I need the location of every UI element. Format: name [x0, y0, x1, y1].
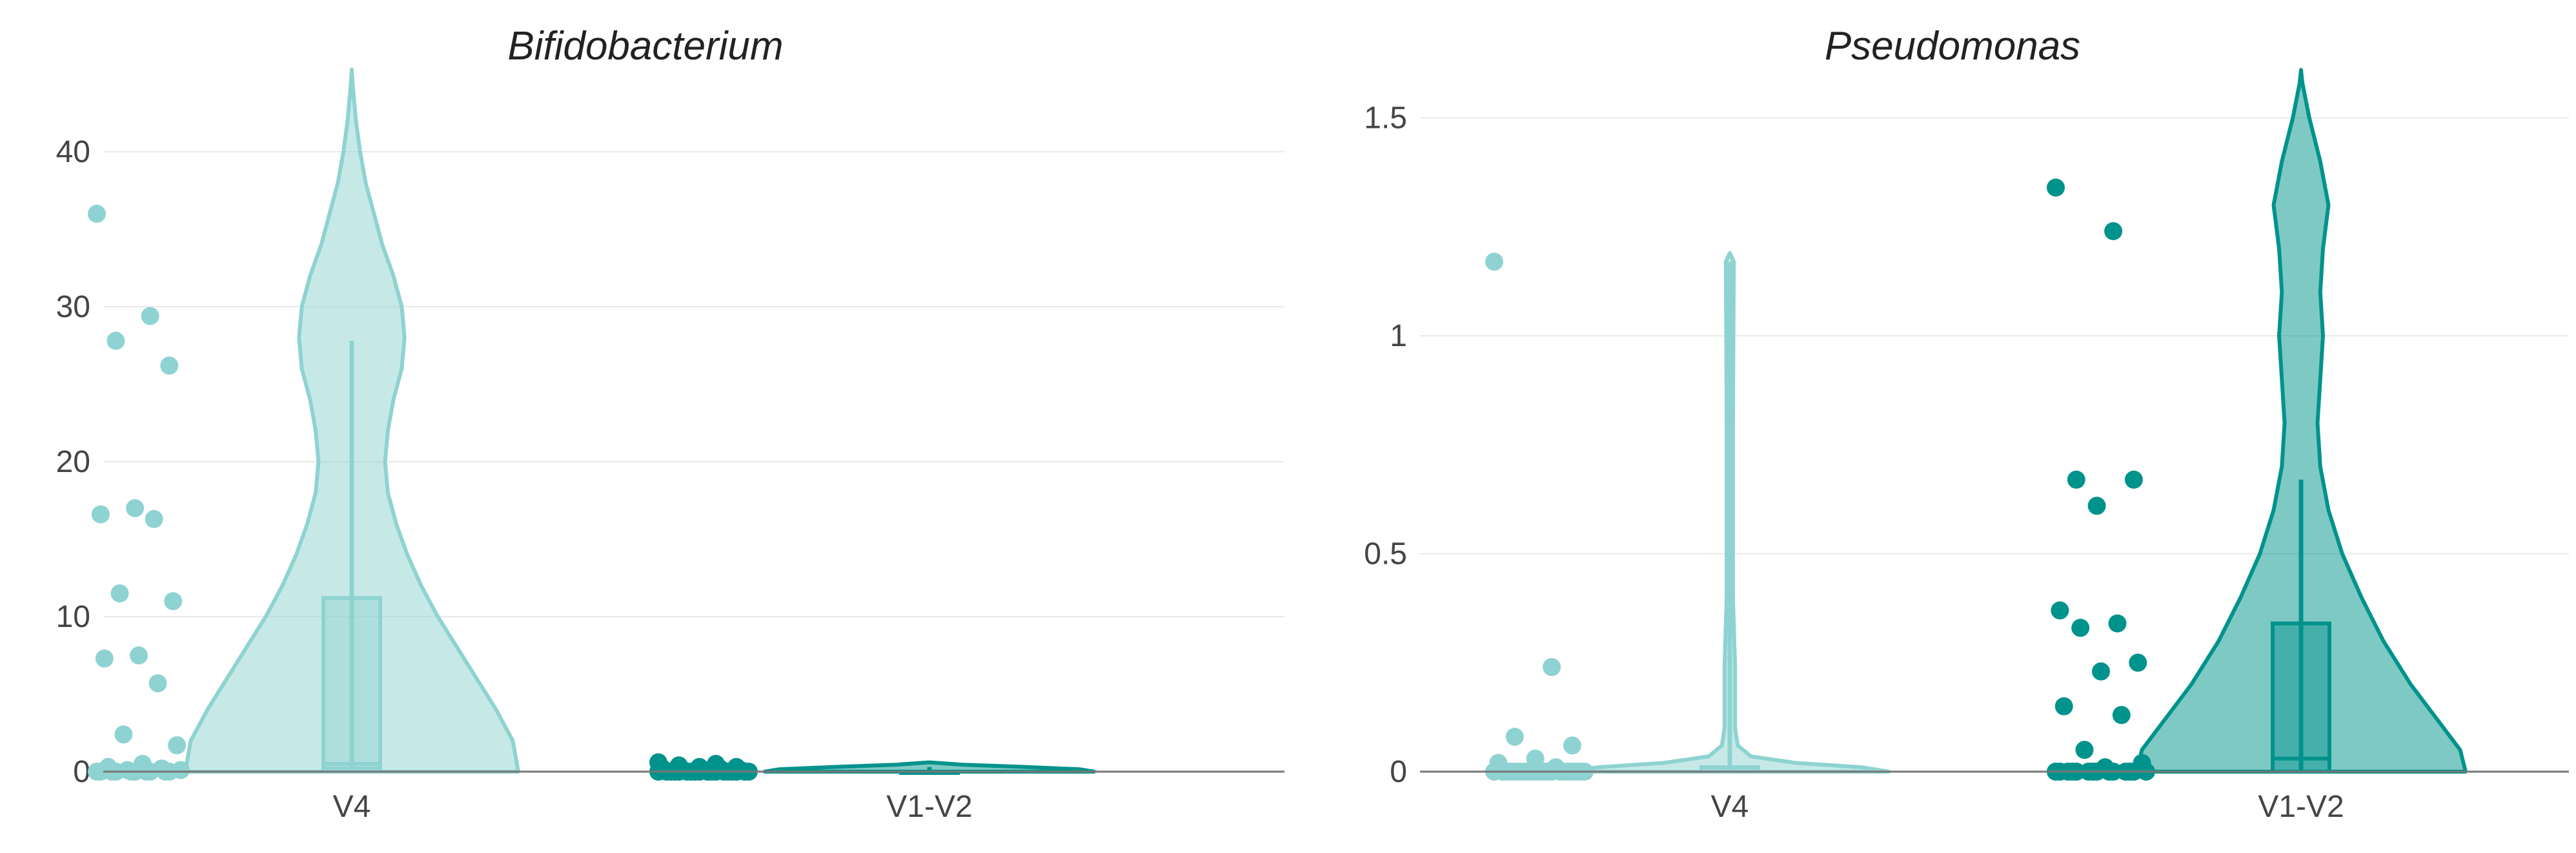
y-tick-label: 20	[56, 445, 90, 479]
data-point	[160, 356, 179, 375]
data-point	[2075, 741, 2094, 759]
y-tick-label: 40	[56, 135, 90, 169]
y-tick-label: 10	[56, 600, 90, 634]
y-tick-label: 1.5	[1364, 101, 1407, 136]
data-point	[1563, 736, 1581, 755]
data-point	[141, 307, 159, 325]
data-point	[126, 499, 145, 517]
y-tick-label: 1	[1390, 319, 1407, 353]
data-point	[114, 725, 133, 744]
y-tick-label: 0	[1390, 755, 1407, 789]
x-tick-label: V1-V2	[2258, 790, 2344, 824]
data-point	[2087, 497, 2106, 515]
y-tick-label: 0	[73, 755, 90, 789]
data-point	[91, 505, 110, 524]
violin-shape	[2135, 68, 2468, 774]
data-point	[2047, 178, 2065, 197]
data-point	[148, 674, 167, 693]
y-tick-label: 30	[56, 290, 90, 324]
data-point	[168, 736, 187, 755]
data-point	[2112, 706, 2131, 725]
data-point	[130, 646, 148, 664]
data-point	[2129, 653, 2147, 672]
bifidobacterium-panel: Bifidobacterium 0 10 20 30 40 V4 V1-V2	[56, 24, 1284, 824]
x-tick-label: V4	[1711, 790, 1749, 824]
data-point	[164, 592, 183, 610]
pseudomonas-panel: Pseudomonas 0 0.5 1 1.5 V4 V1-V2	[1364, 24, 2569, 824]
data-point	[110, 584, 129, 602]
data-point	[1505, 728, 1524, 746]
data-point	[2108, 614, 2127, 633]
data-point	[1485, 252, 1503, 271]
data-point	[2067, 470, 2085, 489]
data-point	[95, 649, 114, 668]
data-point	[88, 205, 106, 223]
y-tick-label: 0.5	[1364, 537, 1407, 571]
data-point	[2092, 662, 2110, 681]
data-point	[2104, 222, 2123, 240]
data-point	[2071, 619, 2090, 637]
panel-title: Pseudomonas	[1825, 24, 2080, 68]
box-iqr	[2271, 621, 2331, 774]
data-point	[2054, 697, 2073, 715]
x-tick-label: V4	[333, 790, 371, 824]
data-point	[106, 331, 125, 350]
panel-title: Bifidobacterium	[507, 24, 783, 68]
data-point	[1543, 658, 1561, 676]
data-point	[2124, 470, 2143, 489]
data-point	[2051, 601, 2069, 620]
x-tick-label: V1-V2	[886, 790, 972, 824]
box-iqr	[321, 596, 382, 771]
data-point	[91, 763, 110, 781]
data-point	[145, 509, 163, 528]
